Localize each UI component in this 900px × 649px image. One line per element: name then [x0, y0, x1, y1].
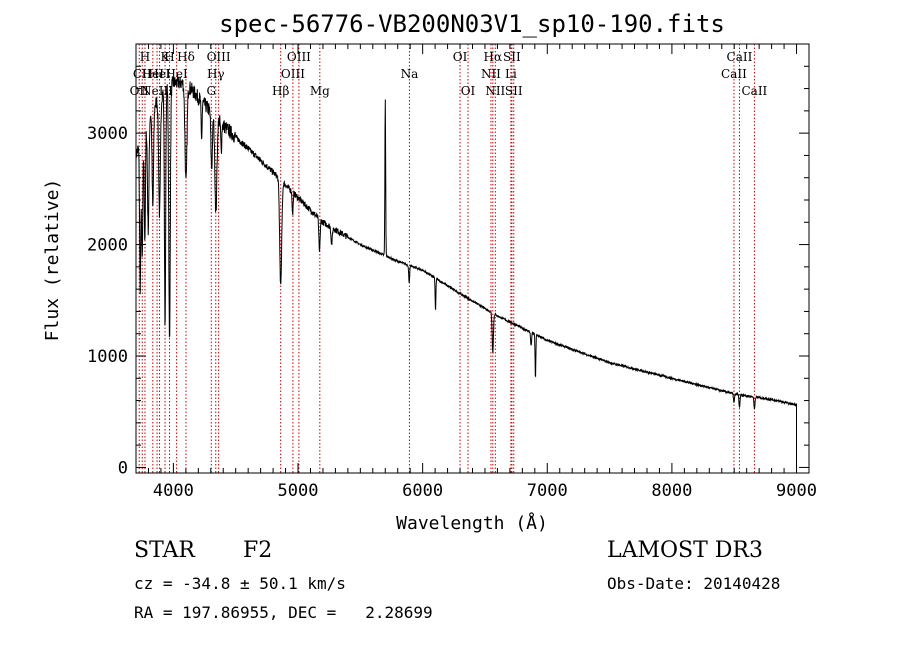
x-tick-label: 9000 [776, 481, 817, 501]
y-tick-label: 0 [118, 458, 128, 478]
object-subclass: F2 [243, 538, 273, 563]
object-type: STAR [134, 538, 195, 563]
line-label-h: H [140, 50, 150, 64]
line-label-hei: HeI [148, 67, 171, 81]
plot-frame [135, 43, 810, 474]
x-axis: 4000 5000 6000 7000 8000 9000 [147, 44, 817, 501]
y-tick-label: 1000 [87, 347, 128, 367]
line-label-hγ: Hγ [207, 67, 225, 81]
line-label-hei: HeI [165, 67, 188, 81]
x-tick-label: 5000 [278, 481, 319, 501]
observation-date: Obs-Date: 20140428 [607, 574, 781, 593]
line-label-caii: CaII [721, 67, 747, 81]
x-tick-label: 8000 [651, 481, 692, 501]
line-label-oii: OII [130, 84, 150, 98]
y-axis-label: Flux (relative) [42, 179, 63, 342]
line-label-oi: OI [461, 84, 476, 98]
y-axis: 0 1000 2000 3000 [87, 43, 809, 478]
line-label-li: Li [505, 67, 517, 81]
survey-name: LAMOST DR3 [607, 538, 763, 563]
chart-title: spec-56776-VB200N03V1_sp10-190.fits [219, 10, 725, 38]
line-label-k: K [161, 50, 171, 64]
line-label-oiii: OIII [281, 67, 305, 81]
spectrum-layer [135, 74, 797, 468]
y-tick-label: 3000 [87, 124, 128, 144]
line-label-hβ: Hβ [272, 84, 289, 98]
ra-dec-line: RA = 197.86955, DEC = 2.28699 [134, 603, 433, 622]
line-label-nii: NII [485, 84, 505, 98]
line-label-h: H [164, 50, 174, 64]
spectral-line-markers [138, 44, 755, 473]
line-label-na: Na [401, 67, 419, 81]
line-label-mg: Mg [310, 84, 330, 98]
line-label-sii: SII [503, 50, 521, 64]
line-label-sii: SII [505, 84, 523, 98]
x-axis-label: Wavelength (Å) [396, 512, 548, 534]
line-label-caii: CaII [727, 50, 753, 64]
line-label-hα: Hα [484, 50, 503, 64]
line-label-nii: NII [481, 67, 501, 81]
x-tick-label: 6000 [402, 481, 443, 501]
redshift-line: cz = -34.8 ± 50.1 km/s [134, 574, 346, 593]
line-label-caii: CaII [741, 84, 767, 98]
line-label-oiii: OIII [287, 50, 311, 64]
line-label-oiii: OIII [207, 50, 231, 64]
line-label-cii: CII [133, 67, 152, 81]
line-label-hδ: Hδ [177, 50, 195, 64]
line-label-hei: HeI [142, 67, 165, 81]
x-tick-label: 4000 [153, 481, 194, 501]
y-tick-label: 2000 [87, 236, 128, 256]
line-label-neiii: NeIII [141, 84, 173, 98]
spectrum-line [135, 74, 797, 468]
line-label-oi: OI [453, 50, 468, 64]
x-tick-label: 7000 [527, 481, 568, 501]
line-label-g: G [206, 84, 216, 98]
spectral-line-labels: OII CII H HeI NeIII HeI KH HeI Hδ G Hγ OIII Hβ OIII OI… [130, 50, 768, 98]
